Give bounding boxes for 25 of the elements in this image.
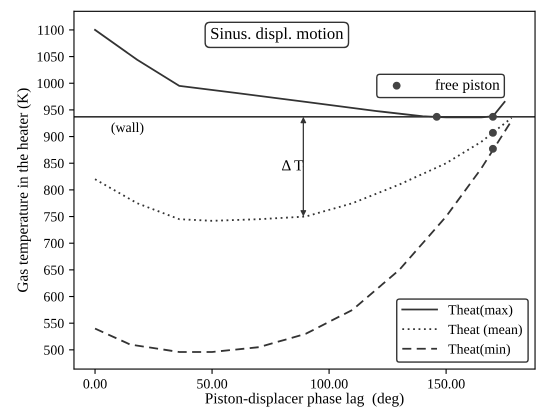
y-axis-title: Gas temperature in the heater (K) (17, 88, 31, 292)
y-tick-label: 550 (44, 318, 64, 328)
x-tick-label: 0.00 (83, 379, 107, 389)
legend-label: Theat(max) (448, 304, 512, 318)
y-tick-label: 650 (44, 265, 64, 275)
y-tick-label: 600 (44, 292, 64, 302)
y-tick-label: 800 (44, 185, 64, 195)
y-tick-label: 1050 (38, 52, 64, 62)
x-tick-label: 100.00 (311, 379, 348, 389)
x-tick-label: 50.00 (197, 379, 228, 389)
annotation: Sinus. displ. motion (211, 27, 344, 42)
y-tick-label: 950 (44, 105, 64, 115)
x-axis-title: Piston-displacer phase lag (deg) (205, 392, 404, 407)
legend-label: Theat(min) (448, 344, 510, 357)
legend-label: Theat (mean) (448, 324, 522, 337)
x-tick-label: 150.00 (428, 379, 465, 389)
y-tick-label: 500 (44, 345, 64, 355)
ref-line-label: (wall) (111, 122, 144, 135)
legend-label: free piston (435, 78, 500, 93)
y-tick-label: 700 (44, 238, 64, 248)
y-tick-label: 1000 (38, 78, 64, 88)
y-tick-label: 750 (44, 212, 64, 222)
y-tick-label: 850 (44, 158, 64, 168)
y-tick-label: 900 (44, 132, 64, 142)
y-tick-label: 1100 (38, 26, 64, 35)
